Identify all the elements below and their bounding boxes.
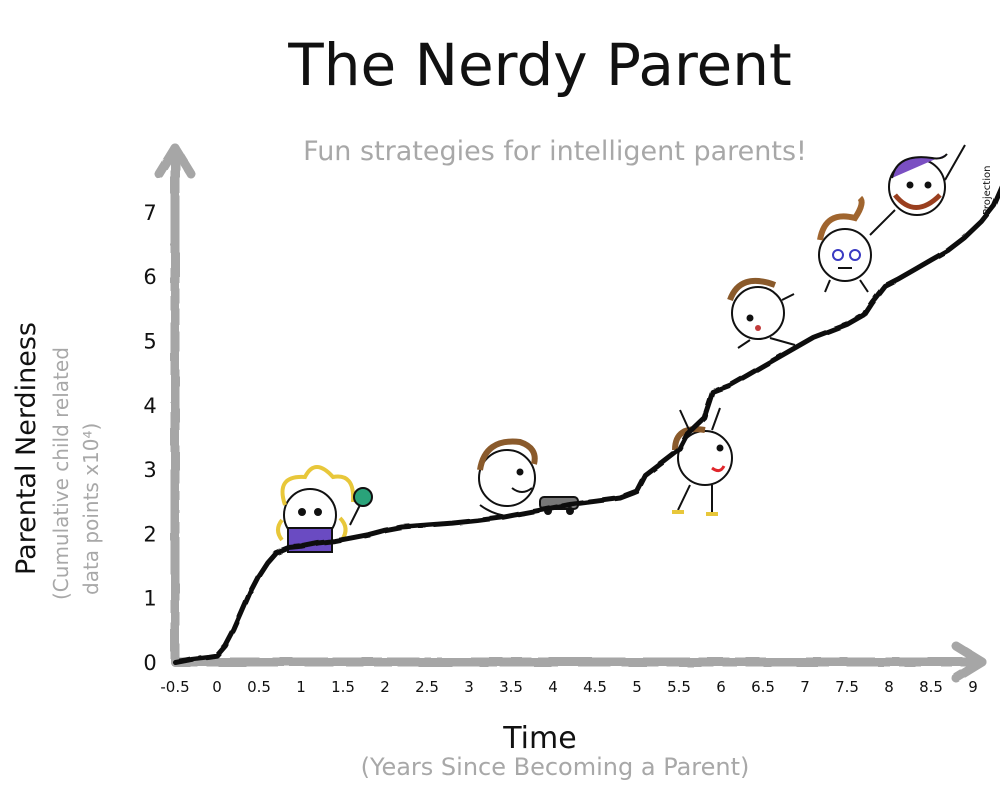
y-tick-labels: 0 1 2 3 4 5 6 7 (143, 201, 156, 675)
x-tick-label: 8.5 (919, 678, 943, 696)
chart-axes (154, 143, 987, 683)
x-tick-label: 1.5 (331, 678, 355, 696)
x-axis-arrowhead (951, 641, 987, 683)
y-tick-label: 3 (143, 458, 156, 482)
x-tick-labels: -0.5 0 0.5 1 1.5 2 2.5 3 3.5 4 4.5 5 5.5 6 6.5 7 7.5 8 8.5… (160, 678, 977, 696)
y-axis-sublabel-line2: data points x10⁴) (79, 423, 103, 595)
y-tick-label: 2 (143, 522, 156, 546)
x-tick-label: 4 (548, 678, 558, 696)
y-tick-label: 5 (143, 330, 156, 354)
y-axis-arrowhead (154, 143, 196, 179)
woman-with-glasses-doodle (817, 195, 872, 293)
chart-title: The Nerdy Parent (287, 31, 791, 99)
x-tick-label: 1 (296, 678, 306, 696)
y-tick-label: 0 (143, 651, 156, 675)
x-tick-label: 0.5 (247, 678, 271, 696)
doodle-figures (276, 144, 966, 553)
x-tick-label: 3 (464, 678, 474, 696)
x-tick-label: 5 (632, 678, 642, 696)
bearded-man-with-cap-doodle (869, 144, 966, 236)
upside-down-kid-doodle (672, 407, 733, 516)
x-tick-label: 7 (800, 678, 810, 696)
y-tick-label: 6 (143, 265, 156, 289)
x-tick-label: 4.5 (583, 678, 607, 696)
x-tick-label: 0 (212, 678, 222, 696)
x-tick-label: 3.5 (499, 678, 523, 696)
x-tick-label: -0.5 (160, 678, 189, 696)
y-axis-label: Parental Nerdiness (11, 322, 42, 575)
y-axis-sublabel-line1: (Cumulative child related (49, 347, 73, 600)
projection-annotation: Projection (982, 166, 993, 215)
x-tick-label: 9 (968, 678, 978, 696)
x-tick-label: 2 (380, 678, 390, 696)
x-axis-sublabel: (Years Since Becoming a Parent) (361, 753, 750, 781)
x-tick-label: 6 (716, 678, 726, 696)
chart-subtitle: Fun strategies for intelligent parents! (303, 136, 807, 167)
y-tick-label: 7 (143, 201, 156, 225)
x-tick-label: 7.5 (835, 678, 859, 696)
running-teen-doodle (727, 278, 796, 349)
y-tick-label: 1 (143, 587, 156, 611)
y-tick-label: 4 (143, 394, 156, 418)
x-tick-label: 5.5 (667, 678, 691, 696)
x-axis-label: Time (502, 721, 576, 756)
x-tick-label: 2.5 (415, 678, 439, 696)
girl-with-book-doodle (276, 465, 373, 553)
series-line (172, 185, 1000, 665)
x-tick-label: 6.5 (751, 678, 775, 696)
nerdiness-series (172, 185, 1000, 665)
x-tick-label: 8 (884, 678, 894, 696)
